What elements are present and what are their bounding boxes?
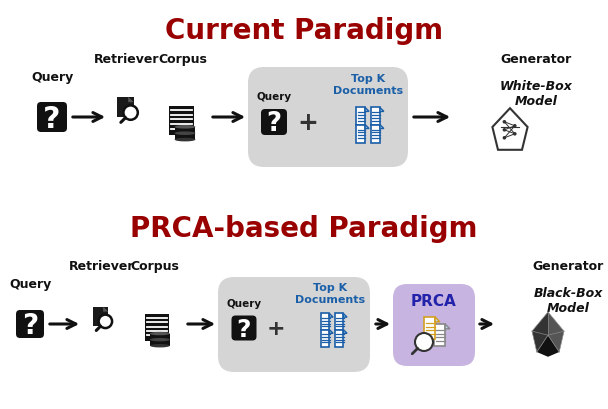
Text: Retriever: Retriever	[94, 53, 160, 66]
FancyBboxPatch shape	[335, 330, 344, 347]
FancyBboxPatch shape	[371, 125, 380, 143]
FancyBboxPatch shape	[232, 316, 257, 341]
Polygon shape	[365, 108, 369, 112]
Polygon shape	[537, 335, 559, 357]
Ellipse shape	[150, 338, 170, 342]
Text: Current Paradigm: Current Paradigm	[165, 17, 443, 45]
Text: Black-Box
Model: Black-Box Model	[533, 286, 603, 314]
FancyBboxPatch shape	[117, 97, 134, 118]
Text: Corpus: Corpus	[159, 53, 207, 66]
Text: Query: Query	[9, 277, 51, 290]
Polygon shape	[330, 314, 333, 317]
Circle shape	[98, 315, 112, 328]
Polygon shape	[445, 324, 450, 329]
Text: Query: Query	[257, 92, 292, 102]
Circle shape	[503, 129, 506, 132]
FancyBboxPatch shape	[335, 314, 344, 330]
Text: ?: ?	[43, 104, 61, 133]
Circle shape	[123, 106, 138, 121]
Text: Top K
Documents: Top K Documents	[333, 74, 403, 95]
FancyBboxPatch shape	[93, 307, 108, 326]
Polygon shape	[380, 108, 384, 112]
FancyBboxPatch shape	[16, 310, 44, 338]
Polygon shape	[548, 312, 564, 352]
FancyBboxPatch shape	[170, 107, 194, 136]
Text: White-Box
Model: White-Box Model	[500, 80, 573, 108]
Text: Query: Query	[226, 298, 261, 308]
Text: ?: ?	[266, 111, 282, 137]
Circle shape	[503, 137, 506, 140]
Text: Retriever: Retriever	[69, 259, 135, 272]
Polygon shape	[492, 109, 528, 151]
Polygon shape	[532, 312, 548, 352]
Text: Generator: Generator	[500, 53, 572, 66]
Polygon shape	[128, 97, 134, 103]
Polygon shape	[330, 330, 333, 333]
Circle shape	[513, 125, 517, 128]
Text: Generator: Generator	[533, 259, 604, 272]
FancyBboxPatch shape	[218, 277, 370, 372]
FancyBboxPatch shape	[393, 284, 475, 366]
FancyBboxPatch shape	[261, 110, 287, 136]
Polygon shape	[344, 314, 347, 317]
Text: ?: ?	[22, 311, 38, 339]
FancyBboxPatch shape	[371, 108, 380, 126]
Polygon shape	[365, 125, 369, 129]
FancyBboxPatch shape	[321, 314, 330, 330]
Text: Query: Query	[31, 71, 73, 84]
Text: Corpus: Corpus	[131, 259, 179, 272]
Ellipse shape	[174, 126, 195, 129]
Polygon shape	[344, 330, 347, 333]
Text: PRCA-based Paradigm: PRCA-based Paradigm	[130, 214, 478, 243]
FancyBboxPatch shape	[174, 128, 195, 140]
Polygon shape	[380, 125, 384, 129]
FancyBboxPatch shape	[321, 330, 330, 347]
Text: +: +	[267, 318, 285, 338]
Ellipse shape	[174, 132, 195, 136]
FancyBboxPatch shape	[356, 125, 365, 143]
Ellipse shape	[150, 332, 170, 335]
FancyBboxPatch shape	[145, 314, 168, 342]
FancyBboxPatch shape	[248, 68, 408, 168]
Text: ?: ?	[237, 317, 251, 341]
Polygon shape	[435, 317, 440, 322]
Ellipse shape	[150, 344, 170, 348]
Ellipse shape	[174, 139, 195, 142]
Polygon shape	[103, 307, 108, 312]
FancyBboxPatch shape	[424, 317, 435, 339]
FancyBboxPatch shape	[434, 324, 445, 346]
Circle shape	[415, 333, 433, 351]
FancyBboxPatch shape	[356, 108, 365, 126]
FancyBboxPatch shape	[37, 103, 67, 133]
Circle shape	[513, 133, 517, 136]
Text: +: +	[297, 111, 319, 135]
Text: Top K
Documents: Top K Documents	[295, 282, 365, 304]
Text: PRCA: PRCA	[411, 293, 457, 308]
FancyBboxPatch shape	[150, 334, 170, 346]
Circle shape	[503, 121, 506, 124]
